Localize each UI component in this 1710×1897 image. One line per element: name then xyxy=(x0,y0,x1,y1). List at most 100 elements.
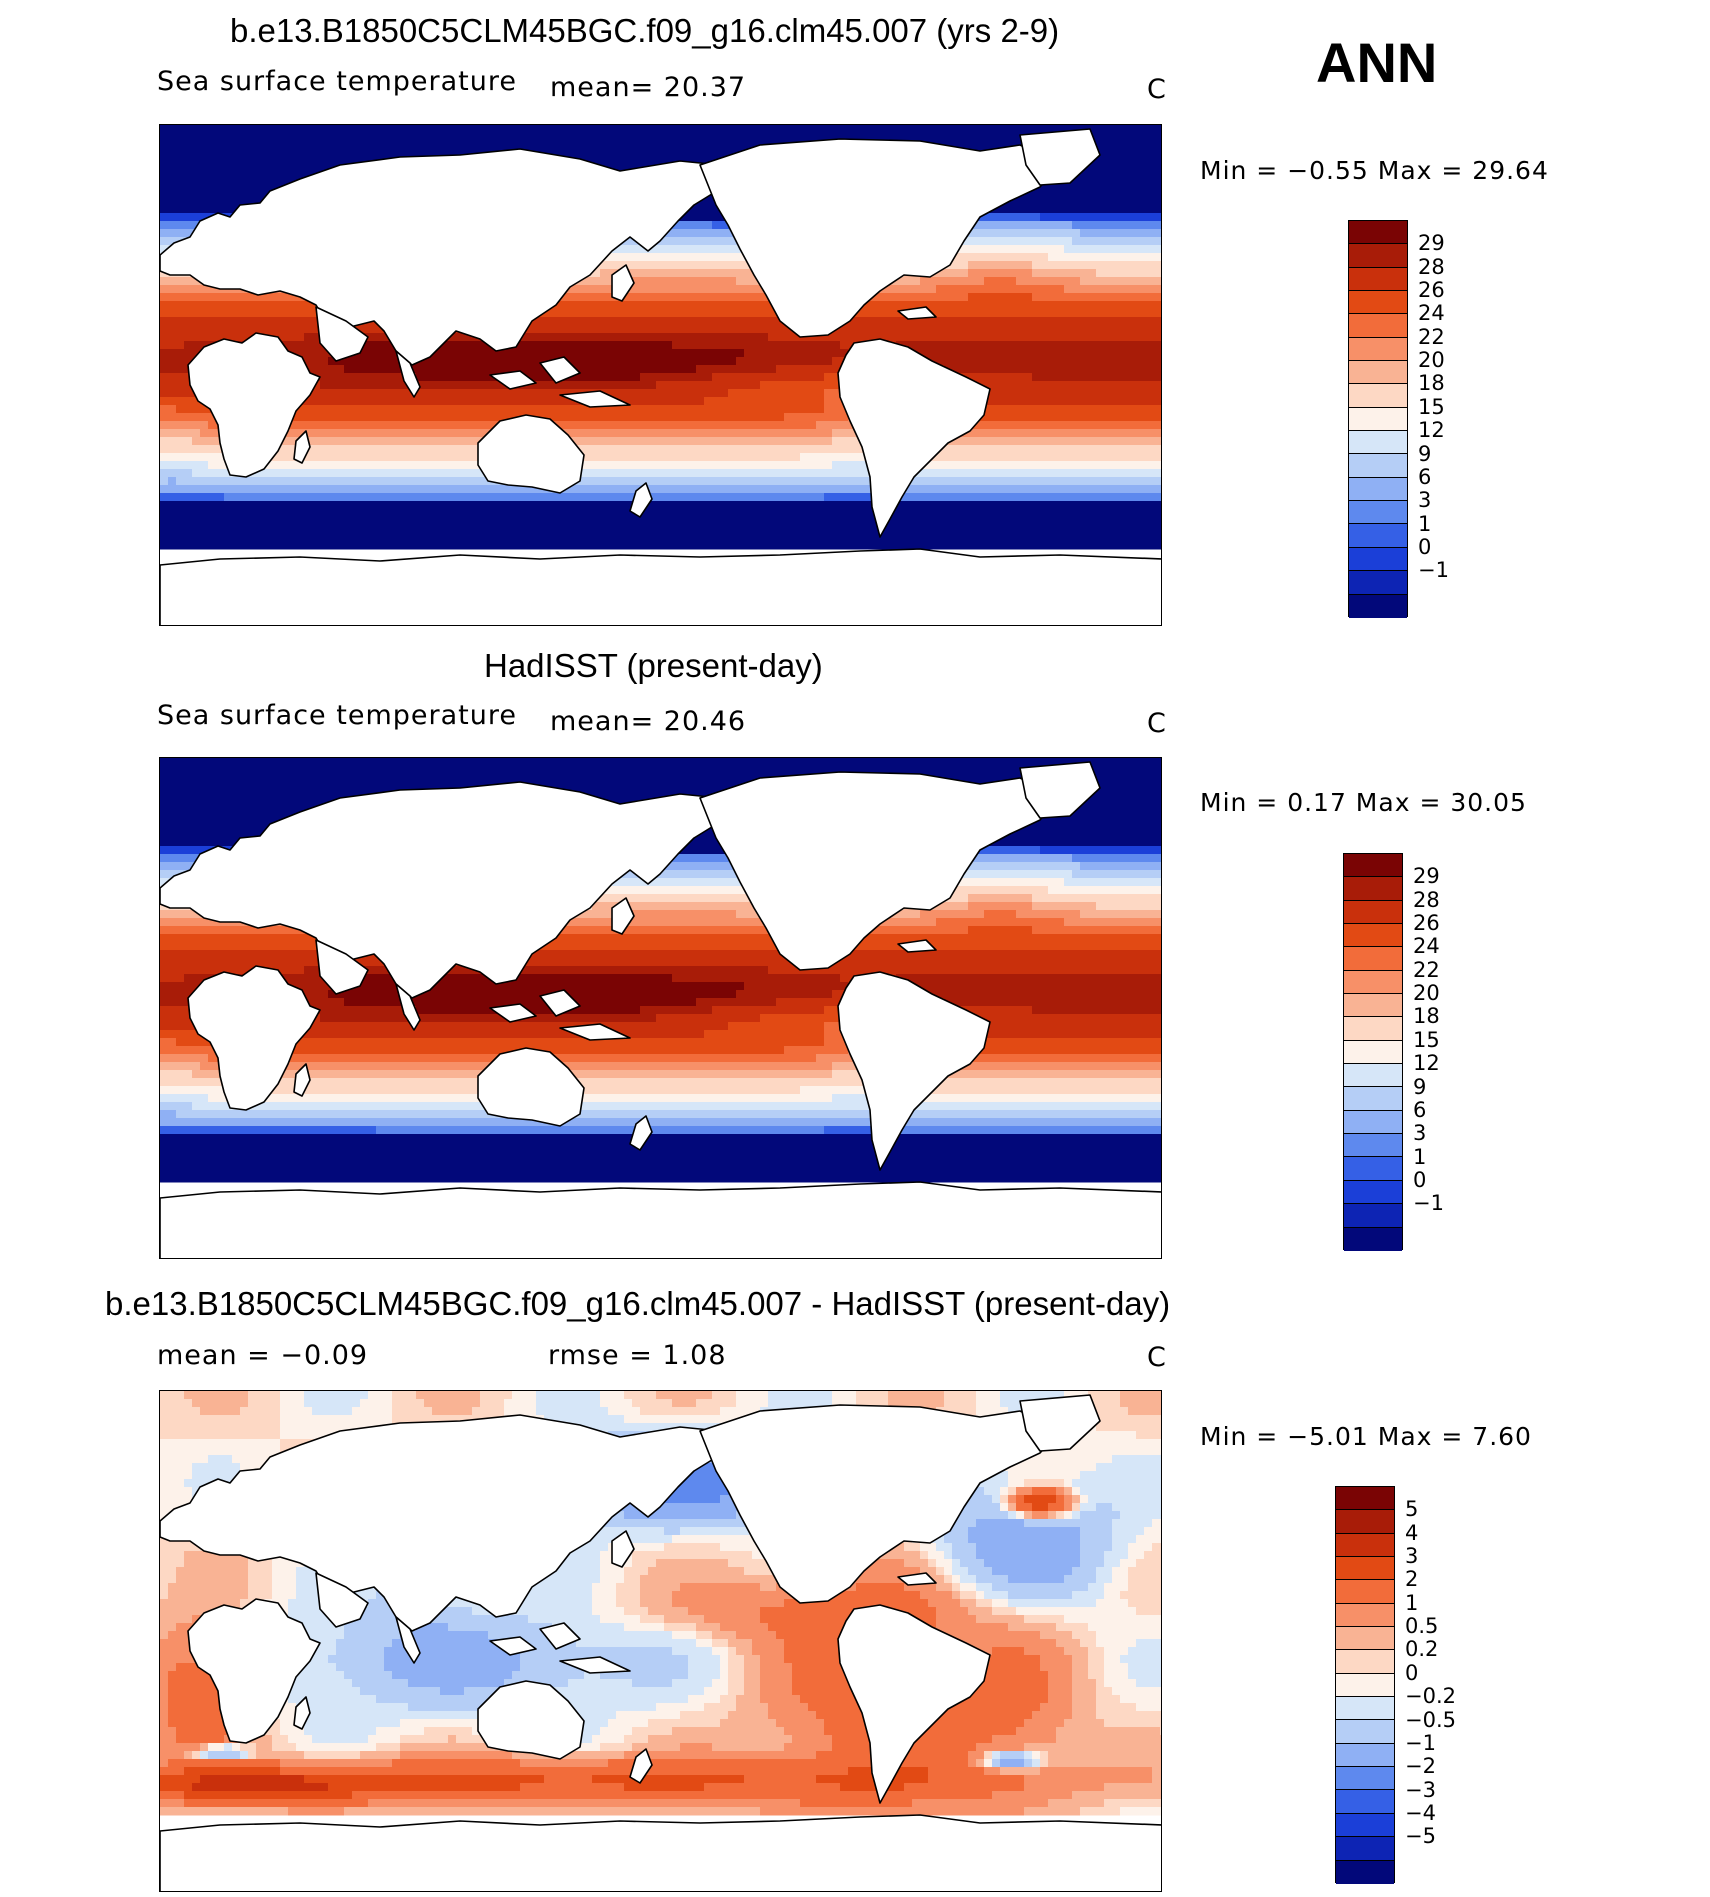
colorbar-box xyxy=(1349,547,1407,572)
colorbar-label: 15 xyxy=(1418,395,1445,419)
colorbar-label: 0.5 xyxy=(1405,1614,1438,1638)
colorbar-box xyxy=(1349,314,1407,338)
colorbar-label: 1 xyxy=(1418,512,1431,536)
colorbar-box xyxy=(1336,1860,1394,1884)
colorbar-box xyxy=(1344,1180,1402,1205)
colorbar-box xyxy=(1336,1603,1394,1628)
coastlines xyxy=(160,1394,1161,1891)
colorbar-label: 29 xyxy=(1413,864,1440,888)
colorbar-box xyxy=(1336,1627,1394,1651)
colorbar-label: −1 xyxy=(1405,1731,1436,1755)
panel2-variable: Sea surface temperature xyxy=(157,700,517,731)
colorbar-box xyxy=(1349,501,1407,525)
colorbar-box xyxy=(1336,1767,1394,1791)
panel3-minmax: Min = −5.01 Max = 7.60 xyxy=(1200,1422,1532,1451)
colorbar-box xyxy=(1336,1650,1394,1674)
panel2-units: C xyxy=(1147,708,1167,739)
colorbar-label: 0 xyxy=(1405,1661,1418,1685)
colorbar-box xyxy=(1336,1580,1394,1604)
colorbar-box xyxy=(1349,431,1407,455)
colorbar-label: 3 xyxy=(1418,488,1431,512)
coastlines xyxy=(160,761,1161,1258)
colorbar-box xyxy=(1344,1064,1402,1088)
colorbar-label: 15 xyxy=(1413,1028,1440,1052)
colorbar-label: 26 xyxy=(1418,278,1445,302)
colorbar-box xyxy=(1349,524,1407,548)
panel1-map xyxy=(159,124,1162,626)
colorbar-box xyxy=(1344,947,1402,971)
colorbar-label: 1 xyxy=(1405,1591,1418,1615)
colorbar-box xyxy=(1344,994,1402,1018)
colorbar-box xyxy=(1344,1017,1402,1041)
colorbar-label: 12 xyxy=(1413,1051,1440,1075)
colorbar-box xyxy=(1349,594,1407,618)
colorbar-box xyxy=(1336,1557,1394,1581)
panel1-minmax: Min = −0.55 Max = 29.64 xyxy=(1200,156,1549,185)
colorbar-box xyxy=(1336,1533,1394,1558)
panel3-colorbar xyxy=(1335,1486,1395,1884)
panel2-title: HadISST (present-day) xyxy=(484,647,823,685)
panel1-title: b.e13.B1850C5CLM45BGC.f09_g16.clm45.007 … xyxy=(230,12,1059,50)
colorbar-box xyxy=(1336,1813,1394,1838)
colorbar-box xyxy=(1344,854,1402,878)
colorbar-box xyxy=(1336,1673,1394,1698)
colorbar-label: 12 xyxy=(1418,418,1445,442)
colorbar-label: 0 xyxy=(1413,1168,1426,1192)
colorbar-label: 18 xyxy=(1418,371,1445,395)
colorbar-label: 9 xyxy=(1418,442,1431,466)
panel2-minmax: Min = 0.17 Max = 30.05 xyxy=(1200,788,1527,817)
colorbar-label: 4 xyxy=(1405,1521,1418,1545)
colorbar-box xyxy=(1344,1204,1402,1228)
panel2-colorbar xyxy=(1343,853,1403,1251)
panel3-title: b.e13.B1850C5CLM45BGC.f09_g16.clm45.007 … xyxy=(105,1285,1170,1323)
colorbar-box xyxy=(1336,1697,1394,1721)
colorbar-label: 6 xyxy=(1413,1098,1426,1122)
colorbar-label: −4 xyxy=(1405,1801,1436,1825)
colorbar-label: 6 xyxy=(1418,465,1431,489)
colorbar-box xyxy=(1336,1743,1394,1768)
colorbar-box xyxy=(1344,924,1402,948)
panel3-mean: mean = −0.09 xyxy=(157,1340,368,1371)
colorbar-box xyxy=(1349,407,1407,432)
colorbar-box xyxy=(1349,337,1407,362)
colorbar-label: 0.2 xyxy=(1405,1637,1438,1661)
colorbar-box xyxy=(1349,361,1407,385)
colorbar-box xyxy=(1336,1720,1394,1744)
panel2-mean: mean= 20.46 xyxy=(550,706,746,737)
colorbar-box xyxy=(1336,1790,1394,1814)
colorbar-box xyxy=(1349,267,1407,292)
colorbar-label: −1 xyxy=(1413,1191,1444,1215)
colorbar-label: 29 xyxy=(1418,231,1445,255)
colorbar-box xyxy=(1349,244,1407,268)
colorbar-box xyxy=(1349,291,1407,315)
colorbar-box xyxy=(1344,1087,1402,1111)
colorbar-label: 22 xyxy=(1413,958,1440,982)
colorbar-label: 20 xyxy=(1413,981,1440,1005)
colorbar-label: 20 xyxy=(1418,348,1445,372)
panel3-map xyxy=(159,1390,1162,1892)
colorbar-label: −5 xyxy=(1405,1824,1436,1848)
colorbar-box xyxy=(1344,900,1402,925)
colorbar-label: −3 xyxy=(1405,1778,1436,1802)
colorbar-label: 26 xyxy=(1413,911,1440,935)
colorbar-label: 24 xyxy=(1413,934,1440,958)
colorbar-box xyxy=(1344,1110,1402,1135)
colorbar-label: 2 xyxy=(1405,1567,1418,1591)
colorbar-box xyxy=(1336,1837,1394,1861)
colorbar-label: −1 xyxy=(1418,558,1449,582)
panel3-rmse: rmse = 1.08 xyxy=(548,1340,727,1371)
panel3-units: C xyxy=(1147,1342,1167,1373)
colorbar-label: 28 xyxy=(1413,888,1440,912)
colorbar-label: −0.5 xyxy=(1405,1708,1456,1732)
panel1-mean: mean= 20.37 xyxy=(550,72,746,103)
colorbar-label: 3 xyxy=(1405,1544,1418,1568)
colorbar-label: 9 xyxy=(1413,1075,1426,1099)
colorbar-box xyxy=(1344,877,1402,901)
colorbar-label: 18 xyxy=(1413,1004,1440,1028)
colorbar-label: −0.2 xyxy=(1405,1684,1456,1708)
colorbar-label: 1 xyxy=(1413,1145,1426,1169)
colorbar-box xyxy=(1349,571,1407,595)
colorbar-label: 24 xyxy=(1418,301,1445,325)
colorbar-label: 3 xyxy=(1413,1121,1426,1145)
coastlines xyxy=(160,128,1161,625)
